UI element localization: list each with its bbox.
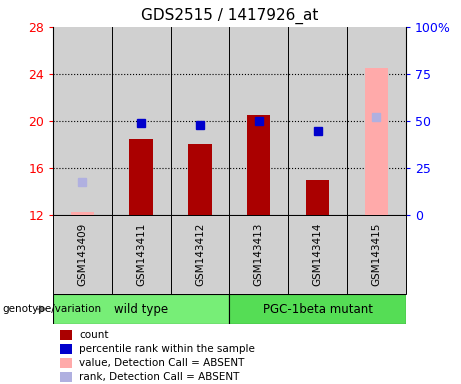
Bar [60,330,72,340]
Bar [112,27,171,215]
Bar [247,115,271,215]
Text: wild type: wild type [114,303,168,316]
Bar [288,215,347,294]
Bar [53,215,112,294]
Bar [53,294,230,324]
Text: GSM143409: GSM143409 [77,223,88,286]
Bar [229,27,288,215]
Text: count: count [79,330,109,340]
Bar [71,212,94,215]
Text: GSM143413: GSM143413 [254,223,264,286]
Title: GDS2515 / 1417926_at: GDS2515 / 1417926_at [141,8,318,24]
Bar [60,372,72,382]
Bar [130,139,153,215]
Bar [229,215,288,294]
Bar [171,27,229,215]
Text: value, Detection Call = ABSENT: value, Detection Call = ABSENT [79,358,245,368]
Text: GSM143411: GSM143411 [136,223,146,286]
Bar [60,358,72,368]
Text: rank, Detection Call = ABSENT: rank, Detection Call = ABSENT [79,372,240,382]
Text: genotype/variation: genotype/variation [2,304,101,314]
Text: GSM143412: GSM143412 [195,223,205,286]
Text: PGC-1beta mutant: PGC-1beta mutant [262,303,372,316]
Bar [288,27,347,215]
Bar [112,215,171,294]
Bar [60,344,72,354]
Bar [188,144,212,215]
Bar [229,294,406,324]
Bar [306,180,329,215]
Bar [53,27,112,215]
Bar [347,27,406,215]
Bar [365,68,388,215]
Text: GSM143414: GSM143414 [313,223,323,286]
Bar [171,215,230,294]
Text: GSM143415: GSM143415 [371,223,381,286]
Text: percentile rank within the sample: percentile rank within the sample [79,344,255,354]
Bar [347,215,406,294]
